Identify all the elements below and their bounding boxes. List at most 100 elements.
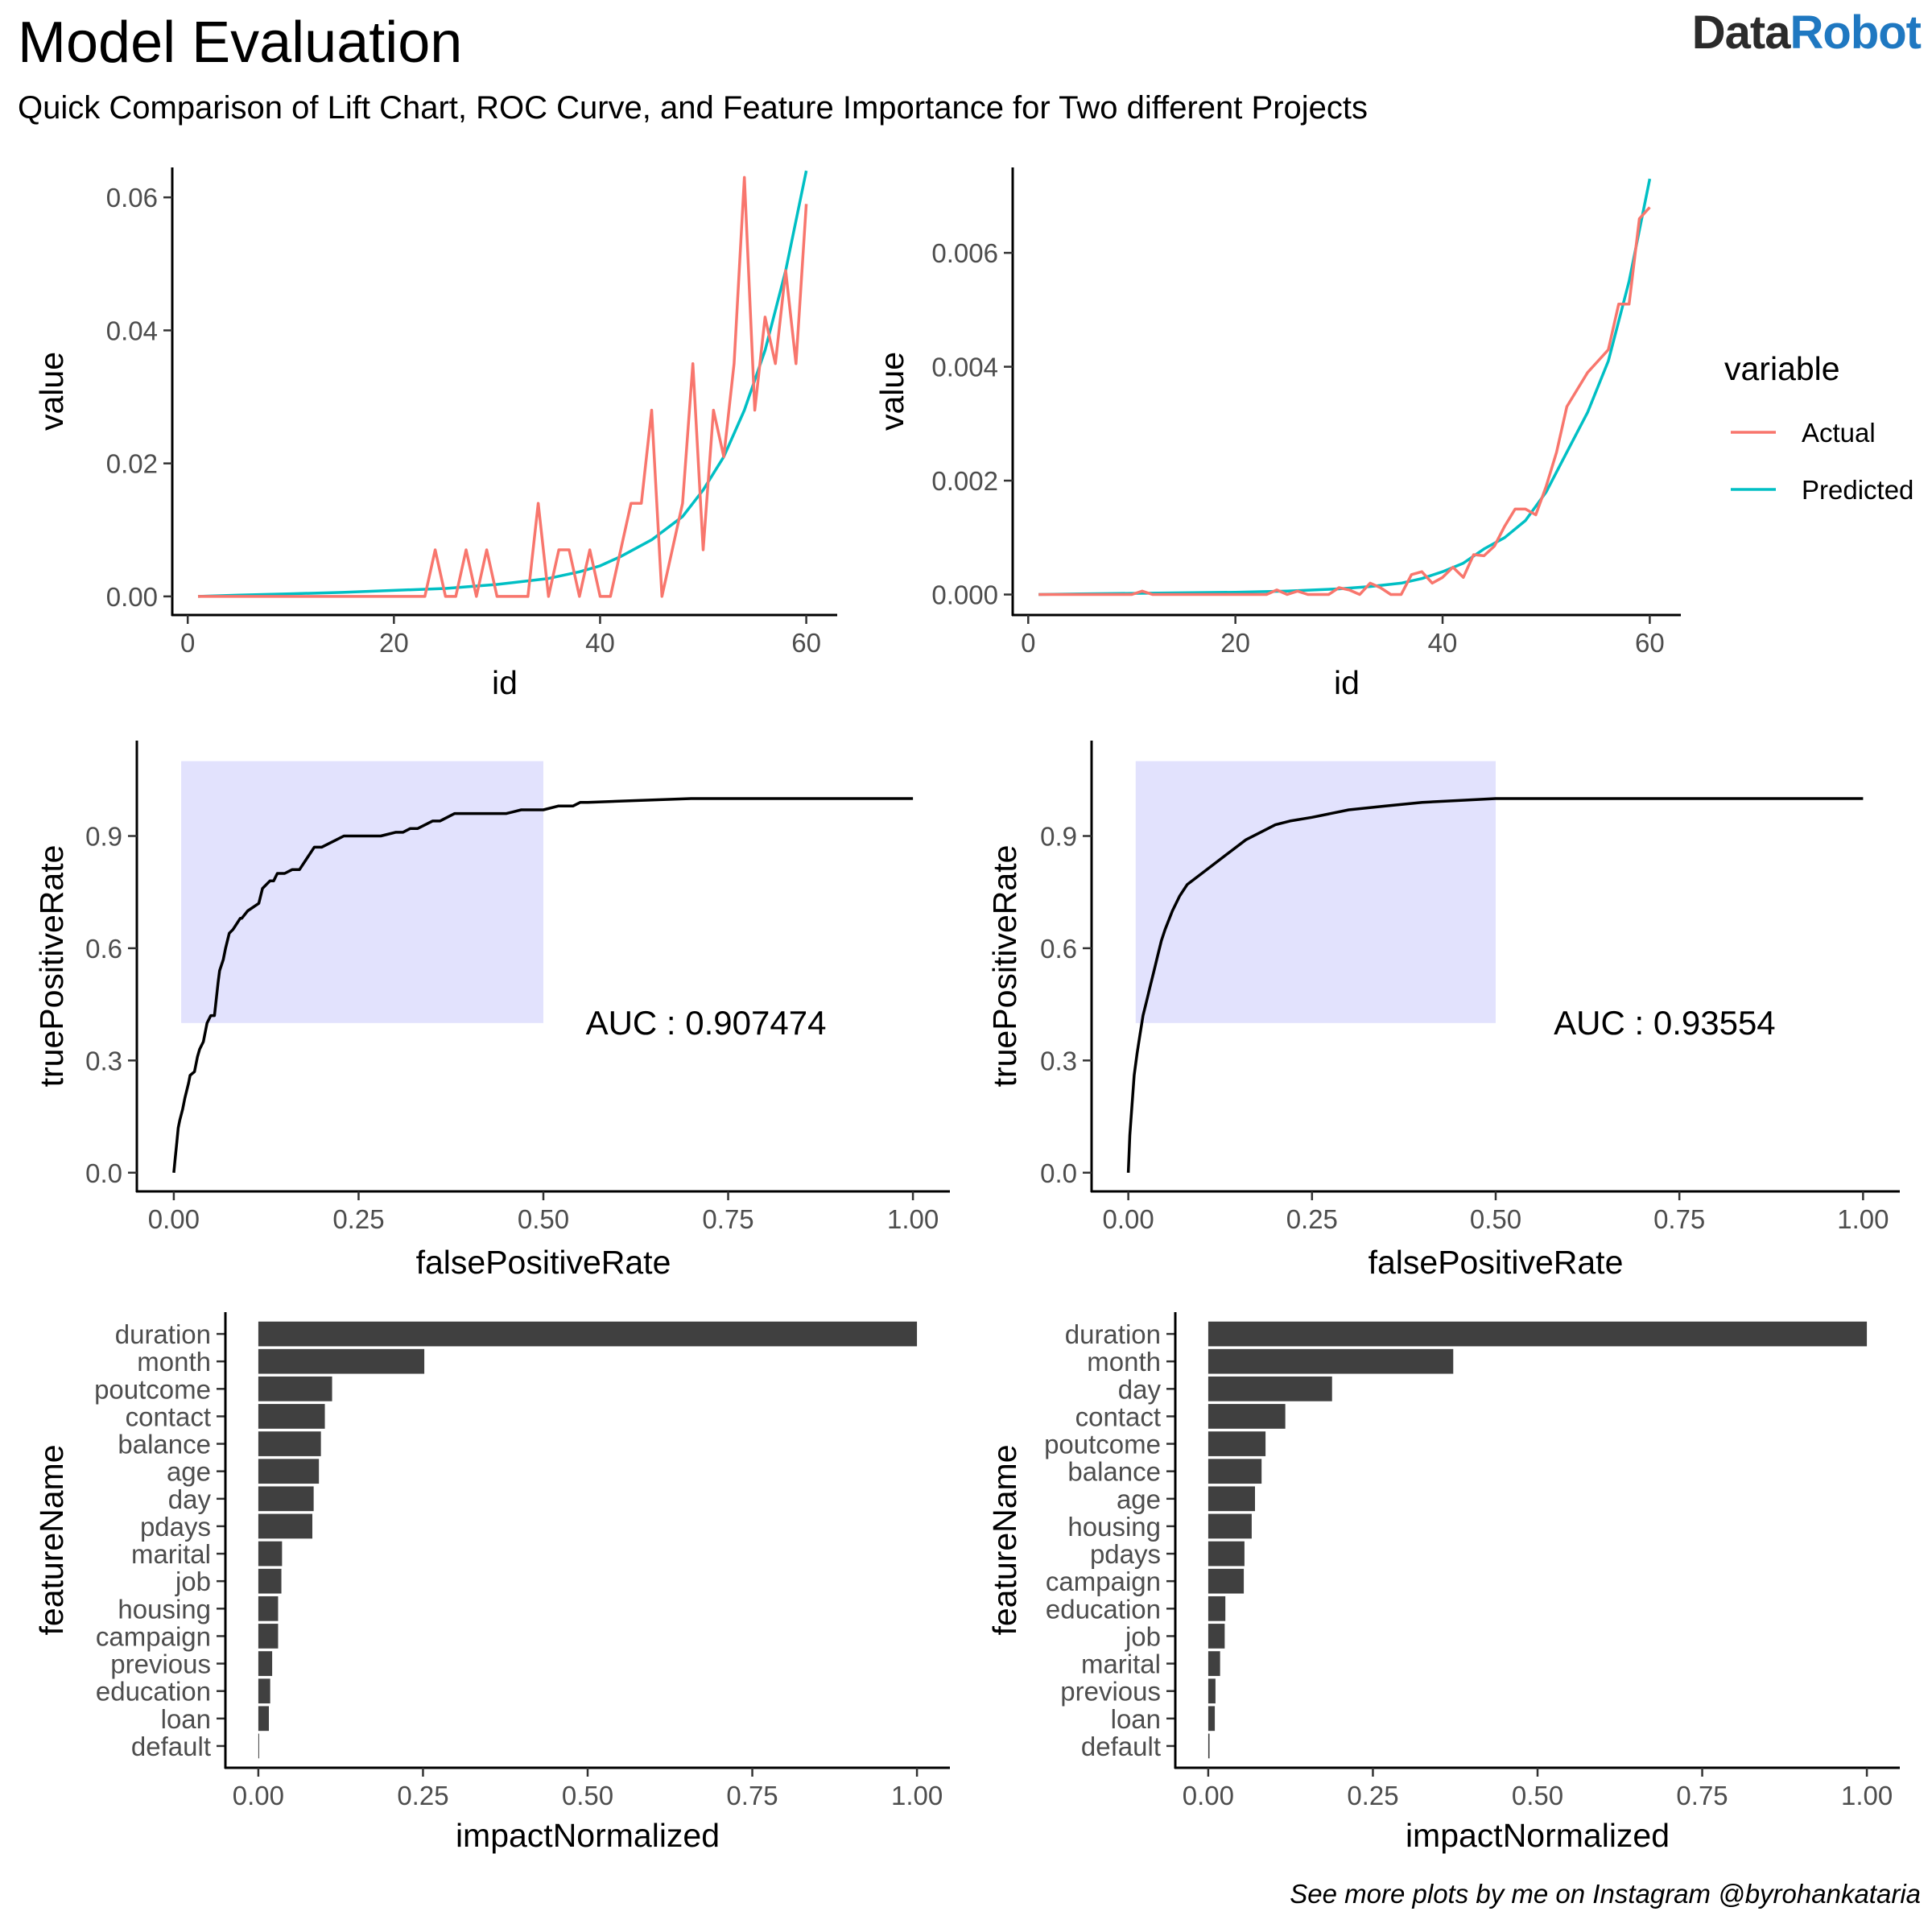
bar-poutcome (258, 1376, 332, 1402)
x-tick-label: 0.25 (397, 1781, 448, 1810)
category-label: day (168, 1484, 212, 1514)
bar-marital (1208, 1651, 1220, 1676)
x-axis-title: falsePositiveRate (416, 1244, 671, 1281)
bar-default (258, 1733, 259, 1759)
bar-education (1208, 1596, 1226, 1621)
x-tick-label: 0.50 (1470, 1204, 1521, 1234)
highlight-region (1135, 761, 1496, 1023)
category-label: contact (1075, 1402, 1161, 1431)
category-label: duration (1065, 1319, 1161, 1349)
category-label: default (1081, 1732, 1161, 1761)
category-label: poutcome (94, 1374, 211, 1404)
x-tick-label: 0 (180, 628, 195, 658)
page-subtitle: Quick Comparison of Lift Chart, ROC Curv… (18, 90, 1368, 126)
x-tick-label: 0.00 (1103, 1204, 1154, 1234)
legend-title: variable (1724, 350, 1840, 387)
bar-age (1208, 1486, 1255, 1512)
roc-chart-1: 0.00 0.25 0.50 0.75 1.00 0.0 0.3 0.6 0.9 falsePos… (33, 741, 950, 1281)
x-tick-label: 0.50 (562, 1781, 613, 1810)
category-label: month (1087, 1347, 1161, 1377)
category-label: job (175, 1567, 211, 1596)
bar-campaign (258, 1624, 279, 1649)
footer-caption: See more plots by me on Instagram @byroh… (1290, 1879, 1921, 1909)
x-tick-label: 0.75 (702, 1204, 753, 1234)
x-tick-label: 0.00 (233, 1781, 284, 1810)
bar-contact (258, 1404, 325, 1429)
category-label: job (1125, 1621, 1161, 1651)
x-tick-label: 0.00 (1183, 1781, 1234, 1810)
category-label: marital (131, 1539, 211, 1569)
x-tick-label: 0 (1021, 628, 1035, 658)
x-tick-label: 0.00 (148, 1204, 200, 1234)
bar-previous (258, 1651, 273, 1676)
y-tick-label: 0.0 (1040, 1158, 1077, 1188)
y-tick-label: 0.0 (85, 1158, 122, 1188)
category-label: duration (115, 1319, 211, 1349)
x-axis-title: id (492, 664, 518, 701)
bar-day (258, 1486, 314, 1512)
y-tick-label: 0.004 (931, 353, 998, 382)
datarobot-logo: DataRobot (1691, 3, 1922, 63)
roc-curve (1126, 797, 1864, 1173)
bar-loan (1208, 1706, 1216, 1732)
actual-line (1038, 206, 1651, 597)
bar-housing (258, 1596, 279, 1621)
legend-label-predicted: Predicted (1802, 475, 1913, 505)
category-label: balance (118, 1430, 211, 1459)
x-axis-title: impactNormalized (456, 1817, 720, 1854)
x-tick-label: 40 (1428, 628, 1458, 658)
bar-balance (1208, 1459, 1262, 1484)
bar-loan (258, 1706, 269, 1732)
bar-campaign (1208, 1568, 1245, 1594)
category-label: housing (118, 1594, 211, 1624)
y-tick-label: 0.04 (106, 316, 158, 345)
y-axis-title: value (873, 352, 910, 431)
x-axis-title: falsePositiveRate (1368, 1244, 1624, 1281)
y-tick-label: 0.9 (1040, 822, 1077, 852)
category-label: default (131, 1732, 211, 1761)
category-label: loan (1111, 1704, 1161, 1734)
x-tick-label: 1.00 (1837, 1204, 1889, 1234)
category-label: pdays (1090, 1539, 1161, 1569)
actual-line (198, 175, 808, 598)
x-tick-label: 0.25 (1347, 1781, 1398, 1810)
y-tick-label: 0.9 (85, 822, 122, 852)
y-tick-label: 0.02 (106, 449, 158, 479)
auc-label: AUC : 0.907474 (586, 1004, 827, 1042)
y-tick-label: 0.00 (106, 582, 158, 612)
category-label: balance (1067, 1457, 1161, 1487)
x-tick-label: 1.00 (887, 1204, 939, 1234)
y-tick-label: 0.006 (931, 238, 998, 268)
category-label: housing (1067, 1512, 1161, 1542)
category-label: month (137, 1347, 211, 1377)
legend: variable Actual Predicted (1724, 350, 1913, 505)
bar-age (258, 1459, 320, 1484)
lift-chart-2: 0 20 40 60 0.000 0.002 0.004 0.006 id value (873, 167, 1681, 701)
bar-month (258, 1348, 425, 1374)
roc-chart-2: 0.00 0.25 0.50 0.75 1.00 0.0 0.3 0.6 0.9 falsePos… (986, 741, 1900, 1281)
y-tick-label: 0.3 (1040, 1046, 1077, 1075)
y-axis-title: featureName (33, 1444, 70, 1635)
category-label: loan (161, 1704, 211, 1734)
bar-marital (258, 1541, 283, 1567)
logo-text-data: Data (1691, 6, 1791, 59)
highlight-region (181, 761, 543, 1023)
x-tick-label: 0.25 (332, 1204, 384, 1234)
x-tick-label: 20 (1220, 628, 1250, 658)
x-tick-label: 40 (585, 628, 615, 658)
x-tick-label: 0.75 (1676, 1781, 1728, 1810)
category-label: pdays (140, 1512, 211, 1542)
legend-label-actual: Actual (1802, 418, 1876, 448)
y-tick-label: 0.3 (85, 1046, 122, 1075)
bar-housing (1208, 1513, 1252, 1539)
x-tick-label: 1.00 (1841, 1781, 1893, 1810)
x-tick-label: 0.75 (1653, 1204, 1705, 1234)
y-tick-label: 0.6 (85, 934, 122, 964)
bar-month (1208, 1348, 1454, 1374)
x-tick-label: 0.50 (518, 1204, 569, 1234)
bar-default (1208, 1733, 1210, 1759)
bar-duration (1208, 1321, 1868, 1347)
lift-chart-1: 0 20 40 60 0.00 0.02 0.04 0.06 id value (33, 167, 837, 701)
bar-job (1208, 1624, 1225, 1649)
